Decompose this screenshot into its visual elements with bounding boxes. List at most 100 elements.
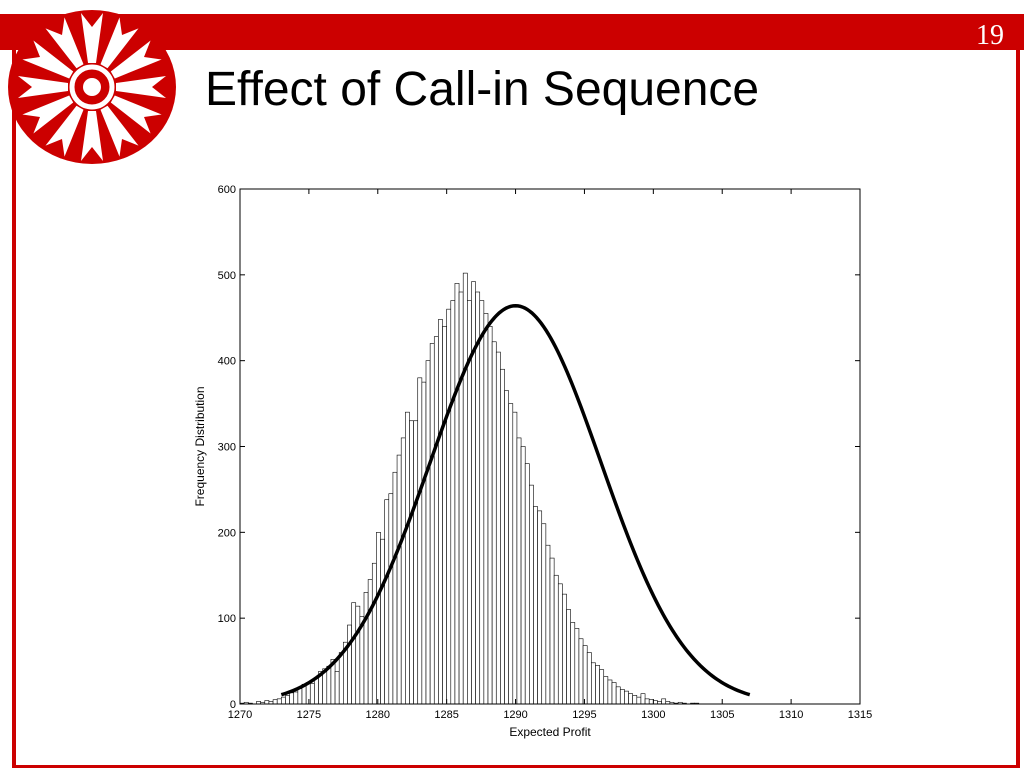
histogram-bar [425, 360, 431, 705]
starburst-wheel-logo-icon [8, 10, 176, 164]
histogram-bar [491, 341, 497, 705]
y-axis-label: Frequency Distribution [193, 386, 207, 506]
slide-number: 19 [976, 20, 1004, 51]
histogram-chart: 1270 1275 1280 1285 1290 1295 1300 1305 1310 1315… [193, 184, 872, 739]
histogram-bar [495, 351, 501, 705]
histogram-bar [409, 420, 414, 705]
histogram-bar [504, 390, 509, 705]
slide-left-border [12, 14, 16, 768]
normal-fit-curve [280, 303, 751, 697]
histogram-bar [297, 688, 303, 705]
histogram-bar [566, 609, 571, 705]
histogram-bar [607, 679, 613, 705]
histogram-bar [367, 579, 373, 705]
logo-ray [116, 76, 166, 98]
histogram-bar [289, 692, 295, 705]
histogram-bar [285, 695, 290, 705]
histogram-bar [454, 283, 460, 705]
x-tick-label: 1305 [710, 709, 734, 721]
histogram-bar [388, 493, 394, 705]
histogram-bar [334, 671, 340, 705]
histogram-bar [636, 696, 642, 705]
x-tick-label: 1270 [228, 709, 252, 721]
x-tick-label: 1285 [434, 709, 458, 721]
histogram-bar [429, 343, 435, 705]
histogram-bar [586, 652, 592, 705]
histogram-bar [413, 420, 419, 705]
histogram-bar [624, 690, 629, 705]
histogram-bar [524, 463, 530, 705]
histogram-bar [644, 698, 650, 705]
histogram-bar [512, 411, 518, 705]
histogram-bar [326, 665, 332, 705]
histogram-bar [562, 593, 567, 705]
x-tick-label: 1310 [779, 709, 803, 721]
histogram-bar [396, 454, 402, 705]
logo-ray [45, 105, 84, 157]
histogram-bar [442, 326, 447, 705]
histogram-bar [591, 662, 596, 705]
histogram-bar [421, 381, 427, 705]
histogram-bar [570, 622, 576, 705]
logo-ray [18, 76, 68, 98]
histogram-bar [603, 676, 609, 705]
histogram-bar [355, 605, 361, 705]
histogram-bar [371, 562, 377, 705]
histogram-bar [376, 532, 381, 705]
histogram-bar [475, 291, 481, 705]
logo-ray [110, 40, 162, 79]
logo-ray [81, 111, 103, 161]
histogram-bar [276, 698, 282, 705]
slide-right-border [1016, 14, 1020, 768]
logo-ray [110, 95, 162, 134]
slide-header-bar [0, 14, 1024, 50]
logo-ray [100, 105, 139, 157]
histogram-bar [529, 484, 534, 705]
y-tick-label: 500 [218, 270, 236, 282]
histogram-bar [384, 499, 390, 705]
x-tick-label: 1300 [641, 709, 665, 721]
histogram-bar [578, 638, 584, 705]
histogram-bar [661, 698, 667, 705]
histogram-bar [272, 699, 278, 705]
histogram-bar [281, 696, 286, 705]
histogram-bar [450, 300, 456, 705]
histogram-bar [508, 403, 514, 705]
histogram-bar [549, 557, 555, 705]
histogram-bar [458, 291, 464, 705]
slide-bottom-border [12, 765, 1020, 768]
histogram-bar [380, 538, 385, 705]
histogram-bar [574, 628, 580, 705]
x-tick-label: 1275 [297, 709, 321, 721]
histogram-bar [479, 300, 485, 705]
histogram-bar [309, 683, 315, 705]
logo-ray [81, 13, 103, 63]
y-tick-label: 200 [218, 527, 236, 539]
histogram-bar [462, 272, 468, 705]
histogram-bar [599, 669, 605, 705]
histogram-bar [648, 699, 654, 705]
histogram-bar [553, 574, 559, 705]
histogram-bar [632, 695, 638, 705]
histogram-bar [438, 319, 443, 705]
y-tick-label: 300 [218, 442, 236, 454]
histogram-bar [582, 645, 588, 705]
histogram-bar [347, 624, 352, 705]
histogram-bar [516, 437, 522, 705]
logo-ray [45, 17, 84, 69]
histogram-bar [541, 523, 547, 705]
histogram-bar [628, 693, 633, 705]
x-axis-label: Expected Profit [509, 725, 591, 739]
y-tick-label: 0 [230, 699, 236, 711]
y-tick-label: 400 [218, 356, 236, 368]
histogram-bar [595, 665, 600, 705]
x-tick-label: 1315 [848, 709, 872, 721]
histogram-bar [487, 326, 493, 705]
histogram-bar [351, 602, 357, 705]
histogram-bar [363, 592, 369, 705]
histogram-bar [446, 308, 452, 705]
histogram-bar [338, 652, 344, 705]
histogram-bar [392, 471, 398, 705]
x-tick-label: 1290 [503, 709, 527, 721]
y-tick-label: 100 [218, 613, 236, 625]
